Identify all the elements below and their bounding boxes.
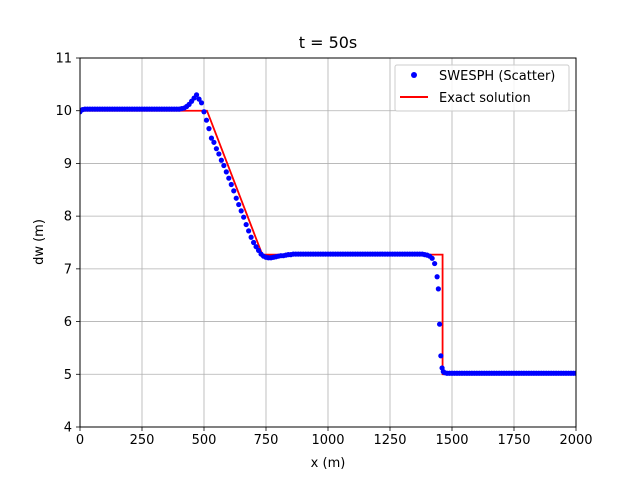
y-tick-label: 6 — [64, 315, 72, 330]
swesph-point — [429, 255, 435, 261]
legend-label-swesph: SWESPH (Scatter) — [439, 69, 555, 84]
swesph-point — [246, 228, 252, 234]
swesph-point — [248, 234, 254, 240]
swesph-point — [196, 96, 202, 102]
swesph-point — [233, 195, 239, 201]
swesph-point — [223, 169, 229, 175]
x-tick-label: 1000 — [311, 433, 344, 448]
y-tick-label: 8 — [64, 210, 72, 225]
y-tick-label: 10 — [55, 104, 72, 119]
swesph-point — [218, 157, 224, 163]
swesph-point — [236, 201, 242, 208]
swesph-point — [437, 321, 443, 327]
swesph-point — [231, 188, 237, 194]
y-tick-label: 5 — [64, 368, 72, 383]
y-tick-label: 4 — [64, 421, 72, 436]
chart-title: t = 50s — [299, 33, 358, 52]
legend: SWESPH (Scatter) Exact solution — [394, 64, 570, 112]
plot-data — [80, 92, 576, 376]
y-tick-label: 9 — [64, 157, 72, 172]
swesph-point — [216, 151, 222, 157]
legend-box — [394, 64, 570, 112]
swesph-point — [203, 117, 210, 123]
swesph-point — [432, 260, 438, 267]
swesph-point — [241, 214, 247, 220]
x-axis-label: x (m) — [311, 456, 346, 471]
swesph-point — [221, 162, 227, 169]
x-tick-label: 1250 — [373, 433, 406, 448]
x-tick-label: 750 — [254, 433, 279, 448]
swesph-point — [573, 370, 576, 376]
swesph-point — [228, 181, 234, 188]
ticks: 0 250 500 750 1000 1250 1500 1750 2000 4 5 6 7 8 9 10 11 — [55, 52, 592, 449]
x-tick-label: 500 — [192, 433, 217, 448]
swesph-point — [255, 247, 262, 254]
swesph-point — [435, 286, 441, 292]
swesph-point — [243, 221, 249, 228]
legend-marker-swesph — [411, 72, 417, 78]
swesph-point — [226, 175, 232, 181]
swesph-point — [238, 208, 244, 214]
y-axis-label: dw (m) — [32, 219, 47, 265]
swesph-point — [251, 239, 257, 246]
swesph-point — [201, 109, 207, 115]
x-tick-label: 0 — [76, 433, 84, 448]
x-tick-label: 250 — [130, 433, 155, 448]
swesph-point — [438, 353, 444, 359]
x-tick-label: 1750 — [497, 433, 530, 448]
swesph-point — [193, 92, 200, 98]
swesph-point — [206, 126, 212, 132]
legend-label-exact: Exact solution — [439, 91, 531, 106]
x-tick-label: 2000 — [559, 433, 592, 448]
swesph-point — [434, 274, 440, 280]
swesph-point — [208, 135, 215, 141]
swesph-point — [211, 139, 217, 145]
swesph-point — [198, 100, 205, 106]
y-tick-label: 11 — [55, 52, 72, 67]
x-tick-label: 1500 — [435, 433, 468, 448]
swesph-point — [253, 244, 259, 250]
swesph-point — [213, 146, 219, 152]
y-tick-label: 7 — [64, 262, 72, 277]
